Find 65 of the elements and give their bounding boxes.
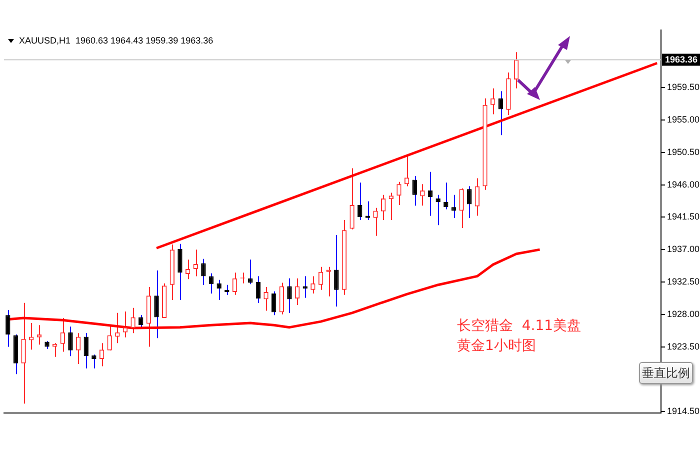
candlestick (436, 194, 440, 226)
candlestick (68, 326, 73, 357)
candlestick (396, 181, 402, 206)
candlestick (310, 276, 316, 294)
candlestick (107, 324, 112, 351)
candlestick (279, 282, 284, 315)
vertical-scale-button: 垂直比例 (639, 362, 693, 384)
candlestick (467, 186, 472, 218)
candlestick (318, 266, 324, 290)
candlestick (373, 207, 378, 236)
candlestick (115, 312, 120, 344)
candlestick (29, 322, 34, 350)
candlestick (420, 184, 425, 206)
candlestick (428, 171, 433, 216)
y-tick-label: 1955.00 (667, 114, 700, 124)
candlestick (6, 310, 10, 348)
candlestick (444, 182, 448, 210)
y-tick-label: 1950.50 (667, 146, 700, 157)
candlestick (474, 178, 480, 216)
candlestick (185, 259, 190, 280)
y-tick-label: 1928.00 (667, 308, 700, 319)
candlestick (154, 270, 159, 339)
ref-line-label: 1963.36 (665, 54, 698, 64)
candlestick (92, 354, 96, 369)
candlestick (294, 278, 300, 306)
text: XAUUSD,H1 1960.63 1964.43 1959.39 1963.36 (19, 35, 214, 46)
candlestick (216, 279, 222, 300)
candlestick (84, 332, 88, 369)
candlestick (264, 286, 268, 312)
candlestick (256, 276, 261, 304)
candlestick (52, 342, 58, 358)
y-tick-label: 1946.00 (667, 179, 700, 190)
y-tick-label: 1959.50 (667, 82, 700, 92)
candlestick (36, 324, 42, 346)
candlestick (201, 258, 206, 286)
candlestick (193, 249, 198, 277)
annotation: 黄金1小时图 (457, 338, 536, 354)
candlestick (287, 278, 292, 314)
candlestick (130, 307, 136, 334)
y-tick-label: 1941.50 (667, 212, 700, 222)
y-tick-label: 1914.50 (667, 406, 700, 416)
candlestick (412, 176, 417, 206)
y-tick-label: 1937.00 (667, 244, 700, 254)
candlestick (99, 342, 104, 367)
candlestick (380, 194, 386, 221)
candlestick (232, 272, 238, 296)
y-tick-label: 1923.50 (667, 341, 700, 352)
candlestick (365, 200, 370, 221)
annotation: 长空猎金 4.11美盘 (457, 318, 582, 334)
candlestick (514, 52, 519, 89)
y-tick-label: 1932.50 (667, 276, 700, 286)
candlestick (334, 234, 339, 307)
candlestick (350, 168, 354, 230)
candlestick (208, 272, 214, 294)
candlestick (122, 310, 128, 338)
candlestick (178, 243, 182, 300)
candlestick (60, 317, 66, 352)
candlestick (271, 290, 276, 316)
candlestick (21, 302, 26, 404)
candlestick (404, 154, 410, 187)
candlestick (76, 332, 81, 365)
candlestick (358, 182, 362, 221)
candlestick (459, 188, 464, 228)
candlestick (326, 266, 331, 297)
candlestick (490, 88, 496, 115)
